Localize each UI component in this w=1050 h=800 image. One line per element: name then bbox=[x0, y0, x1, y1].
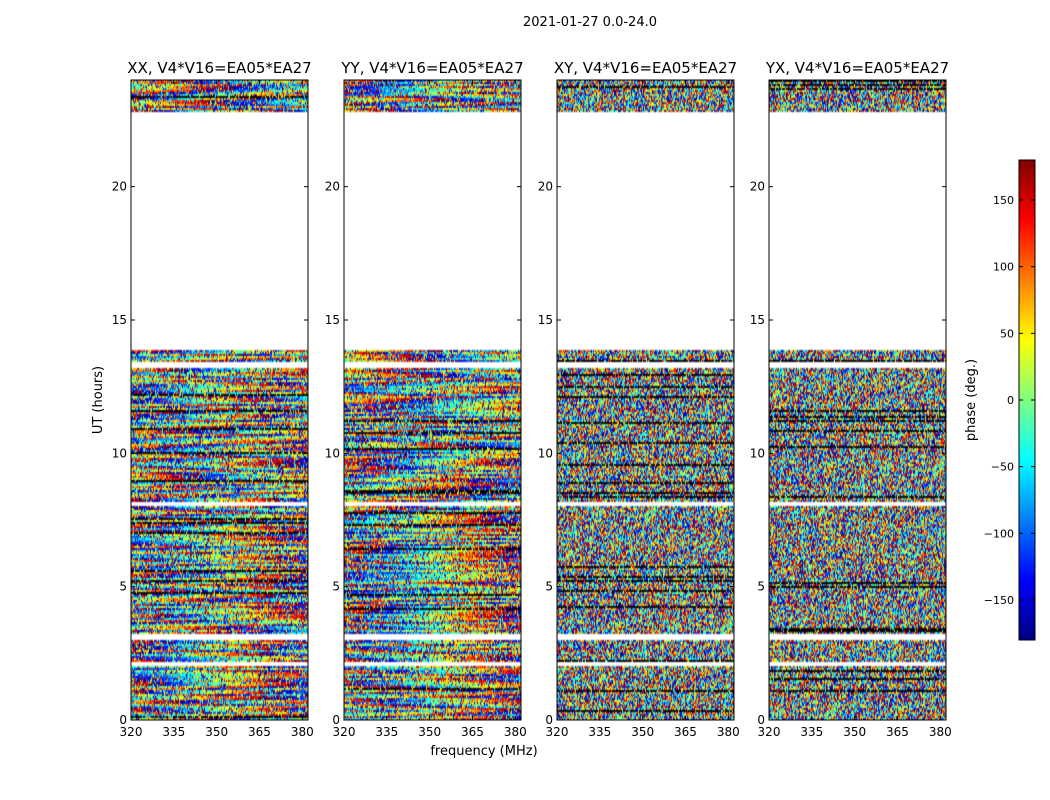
y-tick-label: 20 bbox=[538, 180, 553, 194]
panel-frame bbox=[768, 79, 947, 721]
y-tick-label: 15 bbox=[325, 313, 340, 327]
x-tick-label: 320 bbox=[333, 725, 356, 739]
y-tick-label: 10 bbox=[112, 446, 127, 460]
y-tick-label: 20 bbox=[325, 180, 340, 194]
panel-frame bbox=[556, 79, 735, 721]
panel-title-yy: YY, V4*V16=EA05*EA27 bbox=[340, 59, 523, 77]
y-tick-label: 5 bbox=[757, 580, 765, 594]
x-tick-label: 350 bbox=[418, 725, 441, 739]
phase-heatmap-yy bbox=[344, 80, 521, 720]
x-tick-label: 320 bbox=[546, 725, 569, 739]
colorbar-label: phase (deg.) bbox=[964, 359, 979, 441]
x-tick-label: 335 bbox=[800, 725, 823, 739]
x-tick-label: 365 bbox=[248, 725, 271, 739]
figure-suptitle: 2021-01-27 0.0-24.0 bbox=[523, 15, 657, 30]
y-tick-label: 0 bbox=[119, 713, 127, 727]
panel-xy: XY, V4*V16=EA05*EA27 0 5 10 15 20 320 335 350 365… bbox=[538, 59, 740, 739]
x-tick-label: 350 bbox=[631, 725, 654, 739]
y-tick-label: 0 bbox=[757, 713, 765, 727]
y-tick-label: 20 bbox=[112, 180, 127, 194]
x-tick-label: 380 bbox=[504, 725, 527, 739]
y-tick-label: 0 bbox=[332, 713, 340, 727]
x-tick-label: 335 bbox=[375, 725, 398, 739]
x-tick-label: 365 bbox=[674, 725, 697, 739]
x-tick-label: 320 bbox=[758, 725, 781, 739]
y-tick-label: 5 bbox=[332, 580, 340, 594]
y-tick-label: 15 bbox=[112, 313, 127, 327]
y-axis-label: UT (hours) bbox=[91, 366, 106, 434]
phase-heatmap-yx bbox=[769, 80, 946, 720]
x-tick-label: 350 bbox=[843, 725, 866, 739]
phase-heatmap-xx bbox=[131, 80, 308, 720]
y-tick-label: 5 bbox=[119, 580, 127, 594]
phase-heatmap-xy bbox=[557, 80, 734, 720]
panel-frame bbox=[130, 79, 309, 721]
x-tick-label: 335 bbox=[588, 725, 611, 739]
y-tick-label: 10 bbox=[750, 446, 765, 460]
x-tick-label: 365 bbox=[886, 725, 909, 739]
x-tick-label: 380 bbox=[929, 725, 952, 739]
x-tick-label: 335 bbox=[162, 725, 185, 739]
y-tick-label: 20 bbox=[750, 180, 765, 194]
panel-yx: YX, V4*V16=EA05*EA27 0 5 10 15 20 320 335 350 365… bbox=[750, 59, 952, 739]
panel-title-xy: XY, V4*V16=EA05*EA27 bbox=[554, 59, 737, 77]
x-tick-label: 365 bbox=[461, 725, 484, 739]
panel-frame bbox=[343, 79, 522, 721]
y-tick-label: 10 bbox=[325, 446, 340, 460]
colorbar-tick-label: 50 bbox=[1000, 327, 1014, 340]
panel-title-yx: YX, V4*V16=EA05*EA27 bbox=[765, 59, 949, 77]
colorbar-tick-label: 0 bbox=[1007, 394, 1014, 407]
y-tick-label: 5 bbox=[545, 580, 553, 594]
colorbar-tick-label: 100 bbox=[993, 261, 1014, 274]
panel-xx: XX, V4*V16=EA05*EA27 0 5 10 15 20 320 335 350 365… bbox=[112, 59, 314, 739]
x-tick-label: 380 bbox=[717, 725, 740, 739]
panel-title-xx: XX, V4*V16=EA05*EA27 bbox=[127, 59, 311, 77]
colorbar-tick-label: −100 bbox=[984, 527, 1014, 540]
y-tick-label: 15 bbox=[750, 313, 765, 327]
panel-yy: YY, V4*V16=EA05*EA27 0 5 10 15 20 320 335 350 365… bbox=[325, 59, 527, 739]
y-tick-label: 15 bbox=[538, 313, 553, 327]
x-tick-label: 320 bbox=[120, 725, 143, 739]
x-axis-label: frequency (MHz) bbox=[430, 744, 537, 759]
x-tick-label: 350 bbox=[205, 725, 228, 739]
panels-group: XX, V4*V16=EA05*EA27 0 5 10 15 20 320 335 350 365… bbox=[112, 59, 952, 739]
colorbar-tick-label: 150 bbox=[993, 194, 1014, 207]
y-tick-label: 10 bbox=[538, 446, 553, 460]
colorbar: phase (deg.) 150 100 50 0 −50 −100 −150 bbox=[964, 159, 1036, 641]
colorbar-tick-label: −150 bbox=[984, 594, 1014, 607]
y-tick-label: 0 bbox=[545, 713, 553, 727]
colorbar-tick-label: −50 bbox=[991, 461, 1014, 474]
x-tick-label: 380 bbox=[291, 725, 314, 739]
